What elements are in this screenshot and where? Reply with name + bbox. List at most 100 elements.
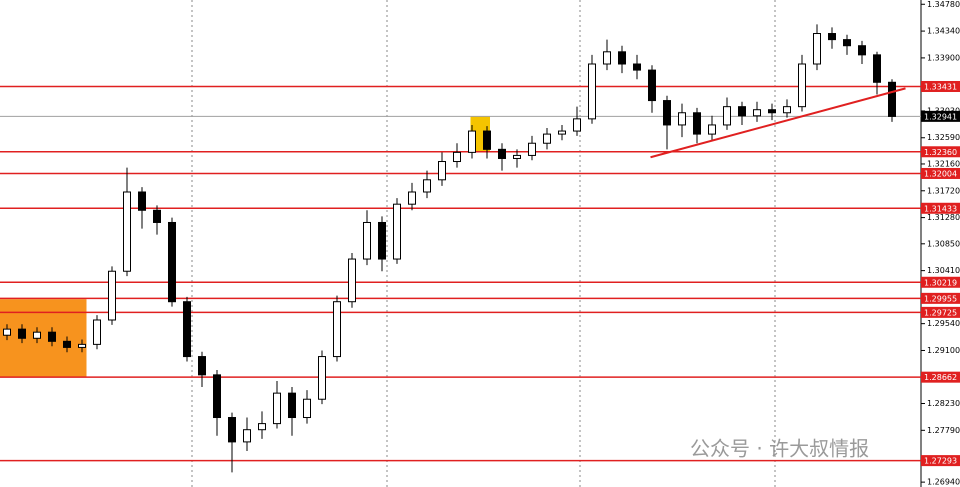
candle-body [603,51,611,65]
candle-body [378,221,386,260]
level-label: 1.32004 [924,169,957,178]
highlight-box [0,299,87,378]
level-label: 1.29725 [924,308,957,317]
candle-body [693,112,701,135]
current-price-label: 1.32941 [924,112,957,121]
candle-body [243,429,251,443]
candle-body [453,151,461,163]
candle-body [828,33,836,41]
vertical-grid [191,0,776,487]
candle-body [648,69,656,102]
candle-body [798,63,806,108]
candle-body [348,258,356,303]
candle-body [873,54,881,83]
y-tick-label: 1.28230 [927,399,960,408]
candle-body [153,209,161,223]
candle-body [858,45,866,56]
candle-body [843,39,851,47]
candle-body [573,118,581,132]
y-tick-label: 1.32160 [927,159,960,168]
candle-body [168,221,176,303]
candle-body [78,343,86,348]
candle-body [258,423,266,431]
candle-body [303,398,311,419]
y-tick-label: 1.34780 [927,0,960,9]
level-label: 1.33431 [924,82,957,91]
candle-body [768,109,776,114]
candle-body [708,124,716,135]
level-label: 1.29955 [924,294,957,303]
y-tick-label: 1.31280 [927,213,960,222]
y-tick-label: 1.34340 [927,27,960,36]
level-label: 1.27293 [924,457,957,466]
candle-body [618,51,626,65]
level-label-box [921,146,960,158]
level-label-box [921,276,960,288]
candle-body [558,130,566,135]
candle-body [438,161,446,181]
candle-body [663,100,671,126]
candle-body [93,319,101,345]
y-tick-label: 1.29100 [927,346,960,355]
candle-body [393,203,401,260]
candle-body [48,331,56,342]
level-label-box [921,292,960,304]
level-label-box [921,80,960,92]
candle-body [888,81,896,117]
candle-body [3,328,11,336]
candle-body [723,106,731,126]
y-tick-label: 1.30410 [927,266,960,275]
y-tick-label: 1.26940 [927,478,960,487]
y-tick-label: 1.27790 [927,426,960,435]
level-label: 1.32360 [924,148,957,157]
candle-body [408,191,416,205]
level-label-box [921,167,960,179]
candle-body [198,356,206,376]
candle-body [273,392,281,425]
y-tick-label: 1.33900 [927,53,960,62]
candle-body [813,33,821,65]
candle-body [633,63,641,71]
candle-body [498,148,506,159]
level-label: 1.28662 [924,373,957,382]
level-label-box [921,202,960,214]
y-tick-label: 1.32590 [927,133,960,142]
candle-body [333,301,341,358]
y-tick-label: 1.30850 [927,239,960,248]
candle-body [513,154,521,159]
trendline [650,87,906,159]
candle-body [33,331,41,339]
candle-body [588,63,596,120]
candle-body [363,221,371,260]
candle-body [783,106,791,114]
y-tick-label: 1.29540 [927,319,960,328]
candle-body [213,374,221,419]
candle-body [543,133,551,144]
level-label-box [921,306,960,318]
level-label: 1.30219 [924,278,957,287]
level-label-box [921,455,960,467]
candle-body [63,340,71,348]
candle-body [228,417,236,443]
candle-body [123,191,131,272]
level-label-box [921,371,960,383]
candle-body [318,356,326,400]
y-tick-label: 1.31720 [927,186,960,195]
candle-body [183,301,191,358]
current-price-box [921,110,960,122]
level-label: 1.31433 [924,204,957,213]
candle-body [288,392,296,419]
candle-body [18,328,26,339]
candle-body [483,130,491,150]
candle-body [108,270,116,321]
candle-body [468,130,476,153]
candle-body [528,142,536,156]
candle-body [738,106,746,117]
candle-body [423,179,431,193]
candle-body [678,112,686,126]
candle-body [138,191,146,211]
watermark: 公众号 · 许大叔情报 [690,437,869,461]
candle-body [753,109,761,117]
